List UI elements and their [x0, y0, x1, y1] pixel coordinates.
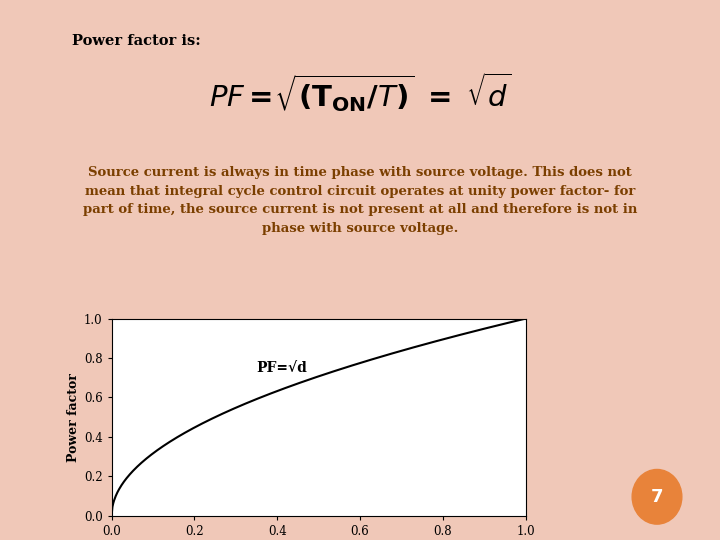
Text: Source current is always in time phase with source voltage. This does not
mean t: Source current is always in time phase w…: [83, 166, 637, 235]
Y-axis label: Power factor: Power factor: [67, 373, 80, 462]
Text: Power factor is:: Power factor is:: [72, 34, 200, 48]
Circle shape: [632, 469, 682, 524]
Text: PF=√d: PF=√d: [256, 361, 307, 375]
Text: $\mathbf{\mathit{PF}=\!\sqrt{(T_{\bf ON}/\mathit{T})}\ =\ \sqrt{\mathit{d}}}$: $\mathbf{\mathit{PF}=\!\sqrt{(T_{\bf ON}…: [209, 70, 511, 114]
Text: 7: 7: [651, 488, 663, 506]
